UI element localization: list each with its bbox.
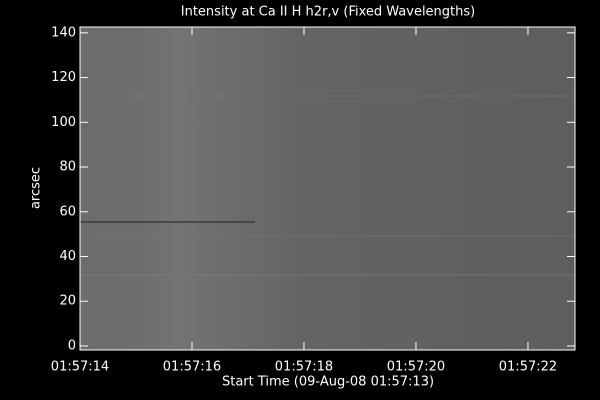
y-tick-label: 20 <box>59 294 76 309</box>
x-tick-label: 01:57:20 <box>387 360 445 375</box>
plot-frame <box>79 26 576 351</box>
x-tick-label: 01:57:14 <box>51 360 109 375</box>
y-tick-label: 60 <box>59 204 76 219</box>
y-axis-label: arcsec <box>29 167 44 209</box>
y-tick-label: 80 <box>59 160 76 175</box>
y-tick-label: 120 <box>51 70 76 85</box>
x-tick-label: 01:57:18 <box>275 360 333 375</box>
y-tick-label: 100 <box>51 115 76 130</box>
x-tick-label: 01:57:22 <box>499 360 557 375</box>
x-tick-label: 01:57:16 <box>163 360 221 375</box>
chart-title: Intensity at Ca II H h2r,v (Fixed Wavele… <box>181 5 475 20</box>
y-tick-label: 0 <box>68 338 76 353</box>
x-axis-label: Start Time (09-Aug-08 01:57:13) <box>222 375 434 390</box>
y-tick-label: 40 <box>59 249 76 264</box>
y-tick-label: 140 <box>51 25 76 40</box>
intensity-image <box>80 27 575 350</box>
